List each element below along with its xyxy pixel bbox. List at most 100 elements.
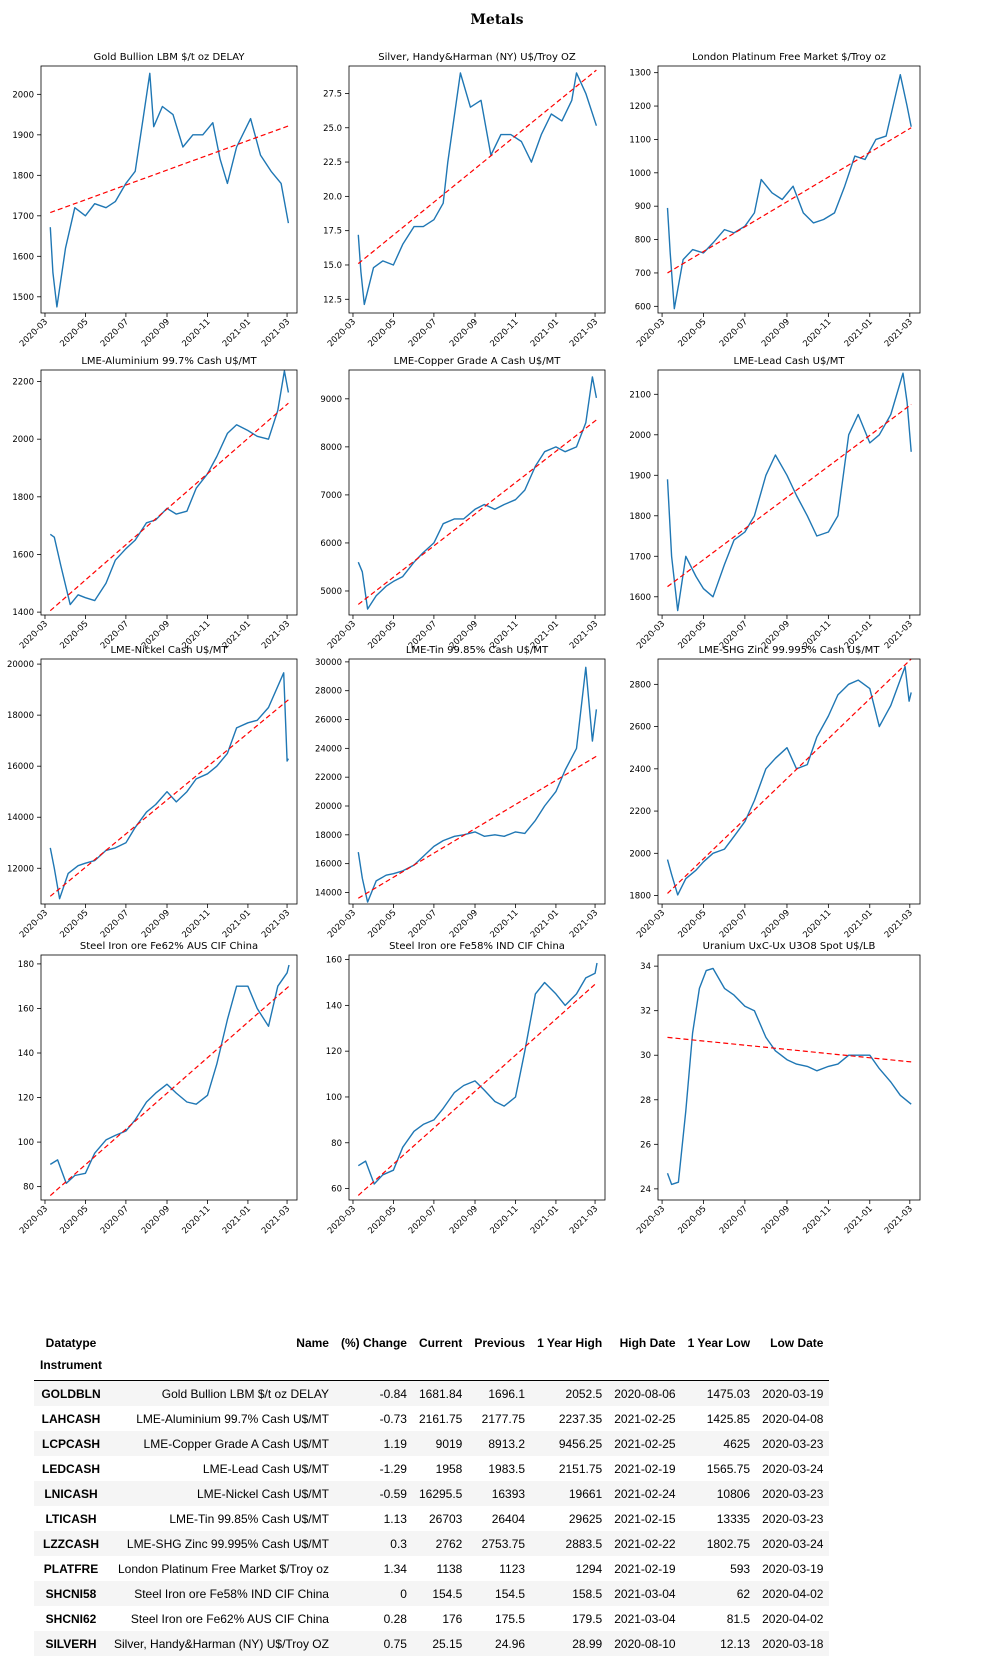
table-cell: 1565.75 (706, 1461, 751, 1476)
table-cell: 2021-03-04 (614, 1586, 676, 1601)
table-cell: 2021-02-19 (614, 1461, 676, 1476)
col-header: High Date (619, 1336, 676, 1350)
y-tick-label: 1600 (12, 550, 34, 560)
y-tick-label: 15.0 (323, 261, 342, 271)
y-tick-label: 100 (18, 1138, 34, 1148)
col-header: Current (419, 1336, 463, 1350)
plot-frame (657, 65, 921, 314)
x-tick-label: 2021-03 (260, 1204, 292, 1236)
table-cell: 2753.75 (481, 1536, 526, 1551)
series-line (49, 72, 290, 308)
y-tick-label: 120 (18, 1094, 34, 1104)
y-tick-label: 1000 (629, 169, 651, 179)
x-tick-label: 2020-09 (760, 1204, 792, 1236)
table-cell: 176 (442, 1611, 463, 1626)
x-tick-label: 2020-05 (58, 908, 90, 940)
x-tick-label: 2021-01 (843, 908, 875, 940)
col-header: Name (296, 1336, 329, 1350)
x-tick-label: 2020-03 (18, 619, 50, 651)
table-cell: 175.5 (495, 1611, 526, 1626)
y-tick-label: 34 (640, 962, 651, 972)
table-cell: 1425.85 (706, 1411, 751, 1426)
x-tick-label: 2020-11 (180, 1204, 212, 1236)
trend-line (49, 699, 289, 897)
chart-panel: London Platinum Free Market $/Troy oz 600… (629, 52, 921, 349)
table-cell: Silver, Handy&Harman (NY) U$/Troy OZ (114, 1636, 329, 1651)
y-tick-label: 26 (640, 1140, 651, 1150)
y-tick-label: 2000 (629, 431, 651, 441)
table-cell: 2021-02-25 (614, 1436, 676, 1451)
table-cell: 2021-02-24 (614, 1486, 676, 1501)
x-tick-label: 2020-05 (58, 1204, 90, 1236)
y-tick-label: 700 (635, 269, 651, 279)
instrument-cell: LAHCASH (41, 1411, 101, 1426)
table-cell: 2237.35 (558, 1411, 603, 1426)
table-cell: 9456.25 (558, 1436, 603, 1451)
table-cell: 2177.75 (481, 1411, 526, 1426)
series-line (49, 672, 290, 900)
table-cell: Gold Bullion LBM $/t oz DELAY (161, 1386, 329, 1401)
x-tick-label: 2021-03 (883, 317, 915, 349)
chart-title: LME-Aluminium 99.7% Cash U$/MT (81, 356, 257, 367)
x-tick-label: 2020-03 (18, 1204, 50, 1236)
series-line (49, 370, 290, 606)
table-cell: London Platinum Free Market $/Troy oz (117, 1561, 329, 1576)
y-tick-label: 25.0 (323, 124, 342, 134)
chart-panel: LME-Tin 99.85% Cash U$/MT 14000 16000 18000… (315, 645, 606, 940)
table-cell: 2020-03-18 (762, 1636, 824, 1651)
x-tick-label: 2021-03 (883, 619, 915, 651)
y-tick-label: 1800 (12, 171, 34, 181)
x-tick-label: 2020-07 (718, 908, 750, 940)
x-tick-label: 2021-01 (529, 1204, 561, 1236)
x-tick-label: 2020-03 (326, 317, 358, 349)
x-tick-label: 2020-09 (140, 1204, 172, 1236)
y-tick-label: 24000 (315, 744, 342, 754)
x-tick-label: 2020-03 (18, 908, 50, 940)
table-cell: 2021-03-04 (614, 1611, 676, 1626)
table-cell: 24.96 (495, 1636, 526, 1651)
plot-frame (657, 658, 921, 905)
chart-title: LME-Lead Cash U$/MT (734, 356, 846, 367)
series-line (666, 967, 912, 1186)
table-cell: 10806 (716, 1486, 751, 1501)
chart-title: Steel Iron ore Fe62% AUS CIF China (80, 941, 258, 952)
table-cell: 25.15 (432, 1636, 463, 1651)
y-tick-label: 2800 (629, 680, 651, 690)
table-cell: 13335 (716, 1511, 751, 1526)
y-tick-label: 120 (326, 1047, 342, 1057)
plot-frame (40, 658, 298, 905)
y-tick-label: 30000 (315, 658, 342, 668)
trend-line (667, 658, 912, 894)
y-tick-label: 1300 (629, 69, 651, 79)
y-tick-label: 2200 (629, 807, 651, 817)
table-cell: 2020-08-06 (614, 1386, 676, 1401)
y-tick-label: 1800 (629, 512, 651, 522)
table-cell: 2020-03-23 (762, 1436, 824, 1451)
chart-panel: LME-Nickel Cash U$/MT 12000 14000 16000 1800… (7, 645, 298, 940)
table-cell: 158.5 (572, 1586, 603, 1601)
y-tick-label: 22000 (315, 773, 342, 783)
table-row: LTICASH LME-Tin 99.85% Cash U$/MT 1.13 2670… (34, 1506, 829, 1531)
trend-line (49, 985, 290, 1196)
table-cell: 19661 (568, 1486, 603, 1501)
instrument-cell: GOLDBLN (41, 1386, 101, 1401)
x-tick-label: 2020-05 (366, 619, 398, 651)
x-tick-label: 2021-01 (221, 1204, 253, 1236)
y-tick-label: 28 (640, 1096, 651, 1106)
chart-title: LME-SHG Zinc 99.995% Cash U$/MT (699, 645, 881, 656)
instrument-cell: SILVERH (45, 1636, 97, 1651)
y-tick-label: 900 (635, 202, 651, 212)
y-tick-label: 1900 (629, 471, 651, 481)
x-tick-label: 2020-09 (448, 317, 480, 349)
y-tick-label: 1600 (629, 593, 651, 603)
x-tick-label: 2020-09 (140, 317, 172, 349)
chart-title: LME-Tin 99.85% Cash U$/MT (406, 645, 549, 656)
charts-grid: Gold Bullion LBM $/t oz DELAY 1500 1600 170… (7, 52, 921, 1236)
x-tick-label: 2020-03 (635, 619, 667, 651)
y-tick-label: 8000 (320, 443, 342, 453)
table-cell: 2021-02-19 (614, 1561, 676, 1576)
table-cell: 1681.84 (418, 1386, 463, 1401)
table-row: SILVERH Silver, Handy&Harman (NY) U$/Troy… (34, 1631, 830, 1656)
y-tick-label: 1600 (12, 252, 34, 262)
x-tick-label: 2021-03 (260, 908, 292, 940)
